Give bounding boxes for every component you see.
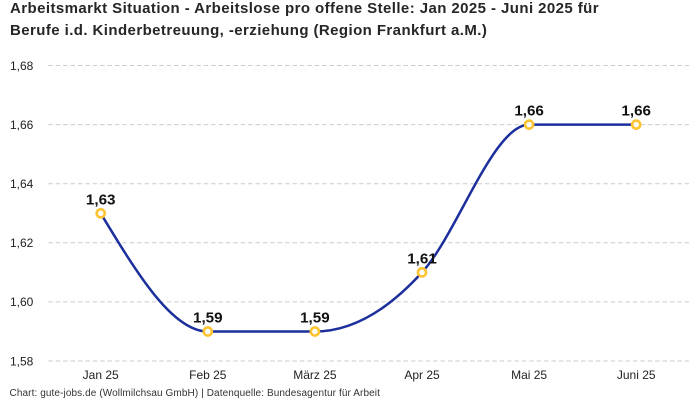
svg-text:März 25: März 25 <box>293 368 337 382</box>
svg-text:1,63: 1,63 <box>86 191 116 208</box>
svg-text:1,60: 1,60 <box>10 295 34 309</box>
svg-text:Apr 25: Apr 25 <box>404 368 440 382</box>
svg-text:Juni 25: Juni 25 <box>617 368 656 382</box>
svg-text:Mai 25: Mai 25 <box>511 368 547 382</box>
svg-text:1,66: 1,66 <box>514 103 544 120</box>
svg-text:1,64: 1,64 <box>10 177 34 191</box>
svg-text:1,59: 1,59 <box>300 310 330 327</box>
svg-text:1,66: 1,66 <box>10 118 34 132</box>
svg-text:1,66: 1,66 <box>621 103 651 120</box>
svg-text:Chart: gute-jobs.de (Wollmilch: Chart: gute-jobs.de (Wollmilchsau GmbH) … <box>10 388 381 399</box>
svg-text:1,62: 1,62 <box>10 236 34 250</box>
svg-text:1,68: 1,68 <box>10 59 34 73</box>
svg-text:1,61: 1,61 <box>407 250 437 267</box>
svg-text:Feb 25: Feb 25 <box>189 368 227 382</box>
svg-text:Jan 25: Jan 25 <box>83 368 119 382</box>
svg-text:1,58: 1,58 <box>10 354 34 368</box>
svg-text:1,59: 1,59 <box>193 310 223 327</box>
